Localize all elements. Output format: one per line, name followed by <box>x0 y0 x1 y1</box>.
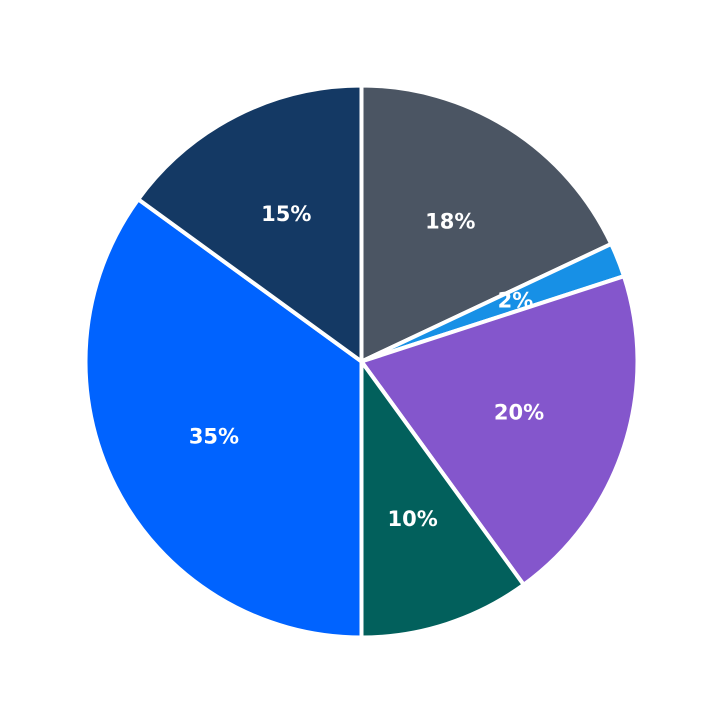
pie-slice-label-1: 2% <box>498 289 534 313</box>
pie-slice-2 <box>359 274 640 587</box>
pie-slice-3 <box>359 359 526 640</box>
pie-slice-label-2: 20% <box>494 401 544 425</box>
pie-slice-4 <box>83 197 364 640</box>
pie-labels: 18% 2% 20% 10% 35% 15% <box>189 202 544 531</box>
pie-slice-label-3: 10% <box>388 507 438 531</box>
pie-slice-0 <box>359 83 614 364</box>
pie-slice-label-0: 18% <box>425 210 475 234</box>
pie-slices <box>83 83 640 640</box>
pie-slice-label-4: 35% <box>189 425 239 449</box>
pie-slice-5 <box>136 83 364 364</box>
pie-slice-label-5: 15% <box>261 202 311 226</box>
